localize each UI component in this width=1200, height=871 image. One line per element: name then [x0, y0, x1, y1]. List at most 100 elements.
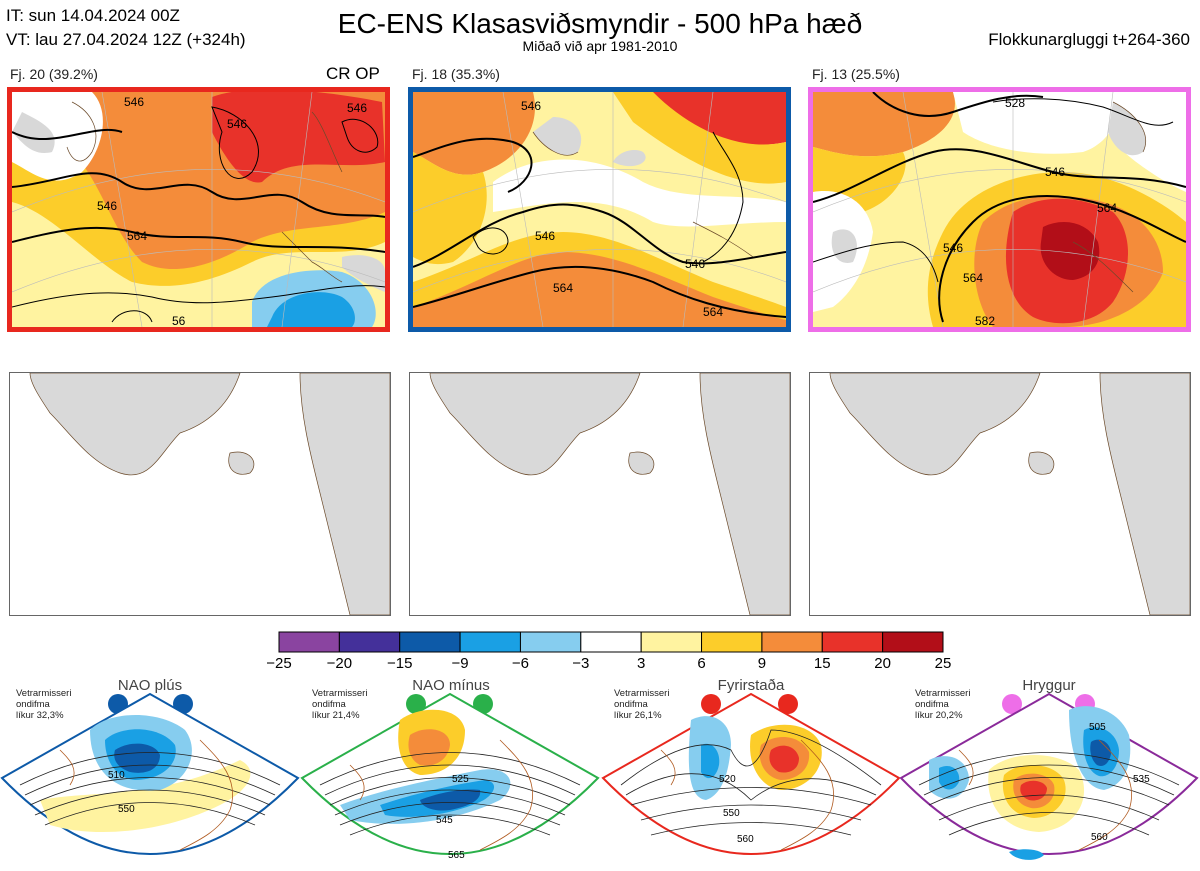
regime-map-ridge: 505 535 560 — [899, 692, 1199, 860]
contour-label: 535 — [1133, 774, 1150, 785]
contour-label: 550 — [723, 808, 740, 819]
height-contours — [12, 106, 385, 323]
stats-line: ondifma — [614, 699, 648, 710]
cluster-map-2: 546 546 546 564 564 — [408, 87, 791, 332]
colorbar — [278, 631, 944, 653]
graticule — [813, 92, 1186, 327]
graticule — [413, 92, 786, 327]
colorbar-tick-label: 3 — [637, 655, 646, 672]
colorbar-tick-label: 15 — [813, 655, 831, 672]
stats-line: líkur 32,3% — [16, 710, 64, 721]
init-time: IT: sun 14.04.2024 00Z — [6, 6, 180, 25]
graticule — [12, 92, 385, 327]
empty-map-1 — [9, 372, 391, 616]
colorbar-cell — [882, 631, 944, 653]
stats-line: ondifma — [312, 699, 346, 710]
contour-label: 564 — [963, 271, 983, 285]
contour-label: 510 — [108, 770, 125, 781]
contour-label: 565 — [448, 850, 465, 861]
contour-label: 564 — [553, 281, 573, 295]
contour-labels: 546 546 546 546 564 56 — [97, 95, 367, 327]
colorbar-tick-label: 20 — [874, 655, 891, 672]
contour-label: 505 — [1089, 722, 1106, 733]
page-subtitle: Miðað við apr 1981-2010 — [522, 38, 678, 54]
valid-time: VT: lau 27.04.2024 12Z (+324h) — [6, 30, 246, 49]
contour-label: 545 — [436, 815, 453, 826]
regime-title-nao-plus: NAO plús — [117, 677, 183, 694]
stats-line: Vetrarmisseri — [915, 688, 971, 699]
stats-line: líkur 20,2% — [915, 710, 963, 721]
contour-label: 564 — [127, 229, 147, 243]
contour-label: 546 — [521, 99, 541, 113]
contour-label: 546 — [227, 117, 247, 131]
colorbar-cell — [701, 631, 763, 653]
colorbar-cell — [761, 631, 823, 653]
regime-marker — [701, 694, 721, 714]
height-contours — [813, 92, 1186, 323]
regime-title-ridge: Hryggur — [1022, 677, 1076, 694]
colorbar-cell — [821, 631, 884, 653]
regime-map-nao-minus: 525 545 565 — [300, 692, 600, 861]
regime-marker — [778, 694, 798, 714]
contour-label: 582 — [975, 314, 995, 327]
contour-labels: 546 546 546 564 564 — [521, 99, 723, 319]
coastlines — [532, 131, 754, 258]
contour-label: 546 — [535, 229, 555, 243]
colorbar-tick-label: −9 — [451, 655, 469, 672]
colorbar-tick-label: 6 — [697, 655, 706, 672]
cluster-tag-cr-op: CR OP — [326, 64, 380, 83]
cluster-map-3: 528 546 546 564 564 582 — [808, 87, 1191, 332]
regime-map-nao-plus: 510 550 — [0, 692, 300, 855]
contour-label: 525 — [452, 774, 469, 785]
empty-map-3 — [809, 372, 1191, 616]
colorbar-cell — [640, 631, 703, 653]
colorbar-tick-label: −3 — [572, 655, 590, 672]
contour-label: 546 — [943, 241, 963, 255]
regime-title-blocking: Fyrirstaða — [717, 677, 785, 694]
colorbar-tick-label: 9 — [757, 655, 767, 672]
stats-line: ondifma — [915, 699, 949, 710]
regime-map-blocking: 520 550 560 — [601, 692, 901, 855]
contour-label: 520 — [719, 774, 736, 785]
regime-marker — [1002, 694, 1022, 714]
regime-sector — [601, 692, 901, 855]
colorbar-tick-label: −25 — [266, 655, 292, 672]
empty-map-2 — [409, 372, 791, 616]
colorbar-cell — [399, 631, 461, 653]
anomaly-fill — [413, 92, 786, 327]
contour-label: 560 — [1091, 832, 1108, 843]
colorbar-tick-label: −15 — [386, 655, 413, 672]
stats-line: Vetrarmisseri — [16, 688, 72, 699]
stats-line: líkur 21,4% — [312, 710, 360, 721]
colorbar-tick-label: 25 — [934, 655, 952, 672]
contour-labels: 528 546 546 564 564 582 — [943, 96, 1117, 327]
contour-label: 564 — [1097, 201, 1117, 215]
colorbar-tick-label: −20 — [326, 655, 353, 672]
coastlines — [66, 101, 343, 283]
regime-marker — [406, 694, 426, 714]
colorbar-cell — [338, 631, 401, 653]
stats-line: líkur 26,1% — [614, 710, 662, 721]
cluster-label-2: Fj. 18 (35.3%) — [412, 66, 500, 82]
page-title: EC-ENS Klasasviðsmyndir - 500 hPa hæð — [337, 8, 863, 39]
colorbar-tick-label: −6 — [511, 655, 530, 672]
contour-label: 546 — [347, 101, 367, 115]
contour-label: 560 — [737, 834, 754, 845]
window-label: Flokkunargluggi t+264-360 — [988, 30, 1190, 49]
anomaly-fill — [813, 92, 1186, 327]
contour-label: 546 — [1045, 165, 1065, 179]
stats-line: ondifma — [16, 699, 50, 710]
colorbar-cell — [519, 631, 582, 653]
contour-label: 528 — [1005, 96, 1025, 110]
contour-label: 550 — [118, 804, 135, 815]
contour-label: 546 — [685, 257, 705, 271]
colorbar-cell — [278, 631, 340, 653]
coastlines — [1072, 101, 1146, 293]
contour-label: 546 — [124, 95, 144, 109]
height-contours — [413, 131, 786, 318]
stats-line: Vetrarmisseri — [614, 688, 670, 699]
colorbar-cell — [580, 631, 642, 653]
regime-stats-ridge: Vetrarmisseri ondifma líkur 20,2% — [915, 688, 970, 721]
header-info: IT: sun 14.04.2024 00Z VT: lau 27.04.202… — [6, 4, 246, 52]
contour-label: 546 — [97, 199, 117, 213]
